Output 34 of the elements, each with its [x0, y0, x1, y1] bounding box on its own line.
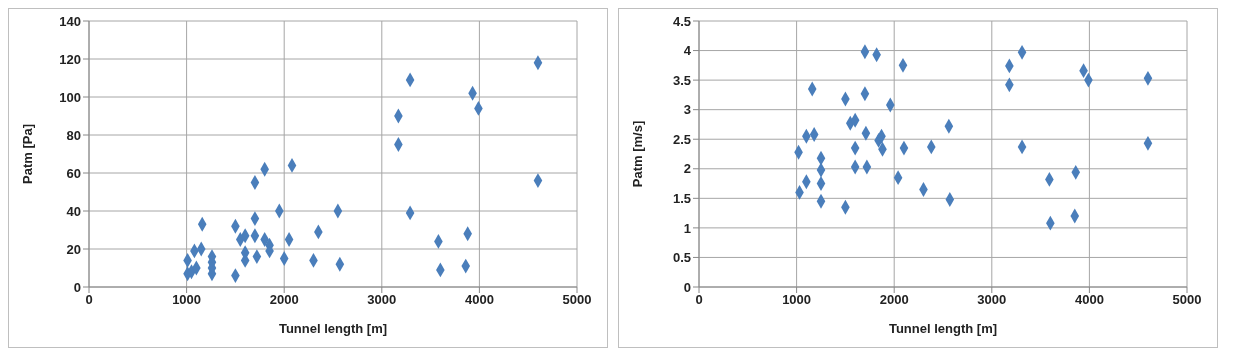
- x-tick-label: 1000: [172, 292, 202, 308]
- x-tick-label: 5000: [1172, 292, 1202, 308]
- y-axis-title: Patm [Pa]: [19, 124, 35, 184]
- y-tick-label: 3.5: [672, 72, 691, 88]
- y-tick-label: 40: [66, 203, 81, 219]
- y-tick-label: 1.5: [672, 190, 691, 206]
- y-tick-label: 120: [59, 51, 81, 67]
- y-tick-label: 0.5: [672, 250, 691, 266]
- x-tick-label: 0: [695, 292, 703, 308]
- y-tick-label: 0: [73, 279, 81, 295]
- x-tick-label: 4000: [464, 292, 494, 308]
- x-tick-label: 2000: [269, 292, 299, 308]
- y-tick-label: 1: [683, 220, 691, 236]
- x-tick-label: 2000: [879, 292, 909, 308]
- x-axis-title: Tunnel length [m]: [278, 321, 388, 336]
- y-tick-label: 2: [683, 161, 691, 177]
- y-tick-label: 80: [66, 127, 81, 143]
- y-tick-label: 140: [59, 13, 81, 29]
- x-tick-label: 3000: [367, 292, 397, 308]
- y-tick-label: 4.5: [672, 13, 691, 29]
- y-tick-label: 0: [683, 279, 691, 295]
- y-tick-label: 2.5: [672, 131, 691, 147]
- x-tick-label: 3000: [977, 292, 1007, 308]
- y-tick-label: 60: [66, 165, 81, 181]
- x-tick-label: 0: [85, 292, 93, 308]
- y-axis-title: Patm [m/s]: [629, 120, 645, 188]
- x-tick-label: 5000: [562, 292, 592, 308]
- y-tick-label: 100: [59, 89, 81, 105]
- y-tick-label: 4: [683, 43, 692, 59]
- x-axis-title: Tunnel length [m]: [888, 321, 998, 336]
- x-tick-label: 4000: [1074, 292, 1104, 308]
- x-tick-label: 1000: [782, 292, 812, 308]
- y-tick-label: 3: [683, 102, 691, 118]
- y-tick-label: 20: [66, 241, 81, 257]
